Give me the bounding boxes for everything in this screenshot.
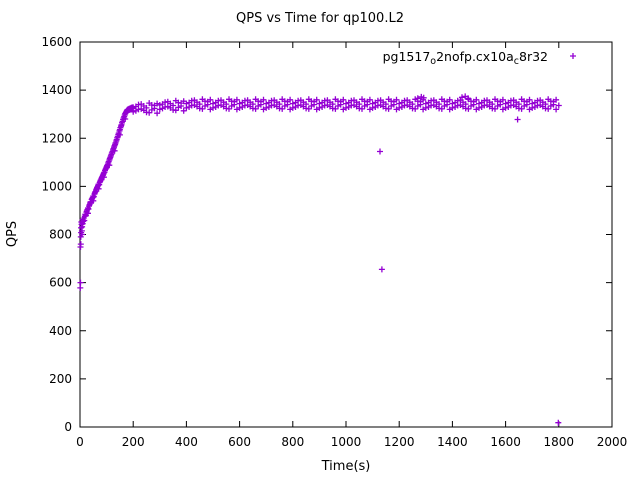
axes: 0 200 400 600 800 1000 1200 1400 1600 1800 2000 0 20…	[41, 35, 627, 449]
x-tick-label: 2000	[597, 435, 628, 449]
x-tick-label: 400	[175, 435, 198, 449]
x-tick-label: 1200	[384, 435, 415, 449]
x-tick-label: 1000	[331, 435, 362, 449]
y-tick-label: 1600	[41, 35, 72, 49]
y-tick-label: 1200	[41, 131, 72, 145]
data-points	[77, 93, 562, 426]
chart-title: QPS vs Time for qp100.L2	[236, 11, 404, 26]
x-tick-label: 800	[281, 435, 304, 449]
y-tick-label: 1000	[41, 179, 72, 193]
legend-label: pg1517o2nofp.cx10ac8r32	[383, 49, 548, 67]
y-axis-label: QPS	[5, 221, 20, 247]
x-tick-label: 1600	[490, 435, 521, 449]
y-tick-label: 0	[64, 420, 72, 434]
x-tick-label: 0	[76, 435, 84, 449]
x-tick-label: 200	[122, 435, 145, 449]
y-tick-label: 1400	[41, 83, 72, 97]
legend: pg1517o2nofp.cx10ac8r32	[383, 49, 576, 67]
y-tick-label: 200	[49, 372, 72, 386]
x-tick-label: 1800	[544, 435, 575, 449]
y-tick-label: 800	[49, 228, 72, 242]
x-axis-label: Time(s)	[321, 459, 371, 474]
y-tick-label: 600	[49, 276, 72, 290]
y-tick-label: 400	[49, 324, 72, 338]
x-tick-label: 600	[228, 435, 251, 449]
legend-marker-icon	[570, 53, 576, 59]
x-tick-label: 1400	[437, 435, 468, 449]
